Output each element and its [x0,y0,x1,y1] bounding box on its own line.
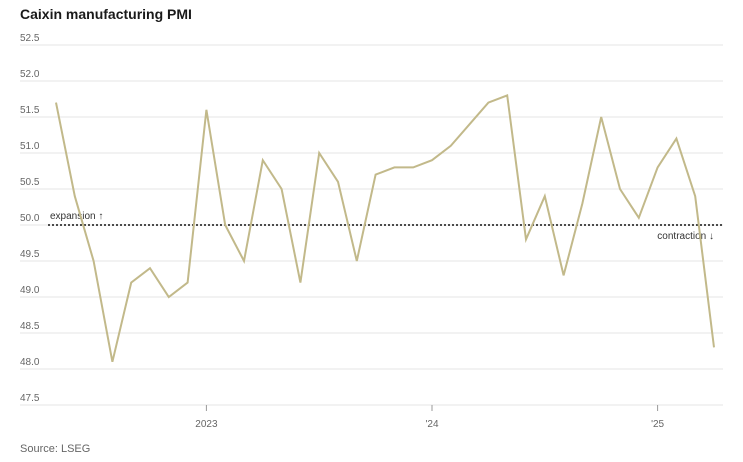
x-tick-label: 2023 [195,419,218,430]
y-tick-label: 52.0 [20,69,40,80]
series-line [55,94,715,363]
y-tick-label: 49.5 [20,249,40,260]
y-tick-label: 48.0 [20,357,40,368]
x-tick-label: '24 [425,419,438,430]
y-tick-label: 50.5 [20,177,40,188]
y-tick-label: 52.5 [20,33,40,44]
x-tick-label: '25 [651,419,664,430]
grid-lines [20,44,723,406]
annotation-expansion: expansion ↑ [50,211,103,222]
chart-title: Caixin manufacturing PMI [20,6,192,22]
y-tick-label: 47.5 [20,393,40,404]
y-tick-label: 51.0 [20,141,40,152]
x-axis-ticks: 2023 '24 '25 [195,405,665,430]
source-note: Source: LSEG [20,443,91,455]
y-tick-label: 48.5 [20,321,40,332]
y-tick-label: 51.5 [20,105,40,116]
y-tick-label: 50.0 [20,213,40,224]
y-axis-ticks: 52.5 52.0 51.5 51.0 50.5 50.0 49.5 49.0 48.5 48.0… [20,33,40,404]
y-tick-label: 49.0 [20,285,40,296]
annotation-contraction: contraction ↓ [657,231,714,242]
chart-plot: 52.5 52.0 51.5 51.0 50.5 50.0 49.5 49.0 48.5 48.0… [20,33,723,430]
